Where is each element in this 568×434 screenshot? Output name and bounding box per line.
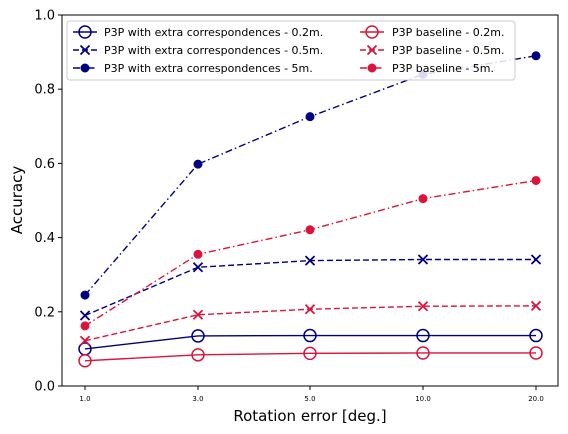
data-point — [191, 348, 205, 362]
data-point — [529, 346, 543, 360]
data-point — [79, 310, 91, 321]
y-axis-label: Accuracy — [8, 166, 26, 235]
legend-marker — [79, 44, 91, 56]
legend-label: P3P with extra correspondences - 0.2m. — [104, 26, 323, 39]
x-tick-label: 5.0 — [304, 395, 315, 403]
legend-label: P3P with extra correspondences - 5m. — [104, 62, 313, 75]
data-point — [79, 335, 91, 346]
data-point — [530, 300, 542, 312]
legend-marker — [78, 25, 92, 39]
data-point — [303, 346, 317, 361]
data-point — [192, 262, 204, 273]
data-point — [192, 309, 204, 320]
data-point — [304, 255, 316, 266]
y-tick-label: 0.2 — [34, 305, 55, 320]
data-point — [78, 354, 92, 368]
x-tick-label: 1.0 — [79, 395, 90, 403]
x-tick-label: 10.0 — [415, 395, 431, 403]
legend-label: P3P baseline - 0.2m. — [392, 26, 505, 39]
legend-entry: P3P baseline - 0.5m. — [360, 44, 505, 57]
series-line — [84, 334, 536, 350]
data-point — [417, 254, 429, 265]
data-point — [529, 328, 543, 343]
series — [79, 254, 542, 321]
series — [80, 175, 541, 331]
data-point — [418, 194, 428, 204]
x-tick-label: 3.0 — [192, 395, 203, 403]
legend-marker — [367, 63, 377, 73]
legend: P3P with extra correspondences - 0.2m. P3… — [66, 20, 516, 81]
data-point — [303, 328, 317, 343]
y-axis: 0.0 0.2 0.4 0.6 0.8 1.0 — [34, 9, 62, 395]
data-point — [416, 328, 430, 343]
data-point — [193, 249, 203, 259]
series — [78, 346, 543, 368]
legend-marker — [80, 63, 90, 73]
data-point — [80, 290, 90, 300]
data-point — [304, 304, 316, 315]
y-tick-label: 0.6 — [34, 157, 55, 172]
legend-marker — [366, 44, 378, 56]
data-point — [531, 51, 541, 61]
data-point — [531, 175, 541, 185]
y-tick-label: 0.8 — [34, 83, 55, 98]
data-point — [417, 301, 429, 312]
legend-entry: P3P with extra correspondences - 0.5m. — [73, 44, 323, 57]
legend-label: P3P baseline - 0.5m. — [392, 44, 505, 57]
data-point — [305, 112, 315, 122]
legend-entry: P3P baseline - 5m. — [360, 62, 494, 75]
x-axis: 1.0 3.0 5.0 10.0 20.0 — [79, 386, 544, 403]
data-point — [193, 159, 203, 169]
legend-label: P3P baseline - 5m. — [392, 62, 494, 75]
data-point — [530, 254, 542, 265]
series-line — [84, 352, 536, 362]
data-point — [305, 225, 315, 235]
legend-entry: P3P baseline - 0.2m. — [360, 25, 505, 39]
y-tick-label: 0.4 — [34, 231, 55, 246]
y-tick-label: 1.0 — [34, 9, 55, 24]
x-tick-label: 20.0 — [528, 395, 544, 403]
legend-entry: P3P with extra correspondences - 5m. — [73, 62, 313, 75]
legend-label: P3P with extra correspondences - 0.5m. — [104, 44, 323, 57]
data-point — [80, 321, 90, 331]
data-point — [191, 329, 205, 343]
legend-box — [66, 20, 516, 81]
data-point — [416, 346, 430, 360]
y-tick-label: 0.0 — [34, 380, 55, 395]
legend-marker — [365, 25, 379, 39]
series — [79, 300, 542, 346]
legend-entry: P3P with extra correspondences - 0.2m. — [73, 25, 323, 39]
x-axis-label: Rotation error [deg.] — [233, 407, 386, 425]
